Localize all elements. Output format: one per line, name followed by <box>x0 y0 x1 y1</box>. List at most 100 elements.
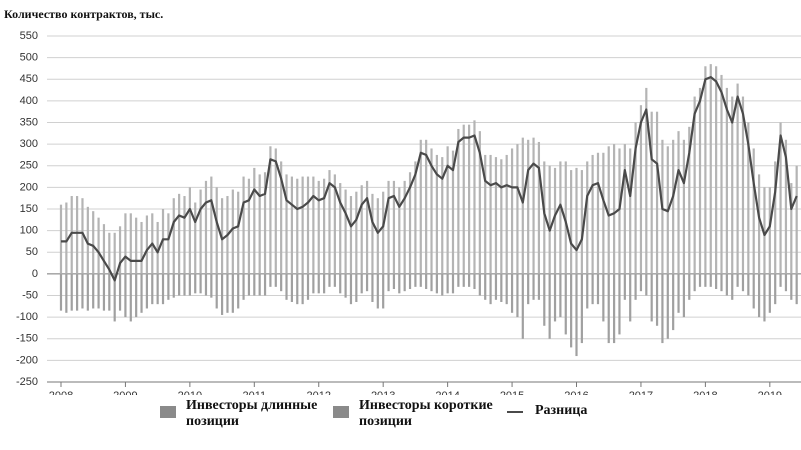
bar <box>344 273 347 298</box>
bar <box>580 273 583 344</box>
bar <box>494 273 498 300</box>
bar <box>108 273 111 311</box>
bar <box>312 273 315 294</box>
bar <box>70 273 73 311</box>
x-tick-label: 2013 <box>371 390 395 395</box>
bar <box>768 187 771 274</box>
bar <box>672 273 675 331</box>
bar <box>682 139 686 274</box>
bar <box>65 273 68 313</box>
bar <box>210 273 213 298</box>
bar <box>156 221 159 274</box>
bar <box>231 273 234 313</box>
bar <box>194 202 197 274</box>
bar <box>586 161 589 274</box>
bar <box>607 146 610 274</box>
bar <box>237 273 240 309</box>
bar <box>280 161 283 274</box>
bar <box>296 273 299 305</box>
bar <box>527 139 530 274</box>
bar <box>709 273 712 287</box>
y-tick-label: 150 <box>20 203 38 215</box>
bar <box>580 170 583 274</box>
bar <box>280 273 283 292</box>
bar <box>102 224 106 274</box>
y-tick-label: 350 <box>20 116 38 128</box>
bar <box>645 273 648 296</box>
bar <box>741 273 745 292</box>
bar <box>553 273 557 322</box>
bar <box>392 180 396 274</box>
bar <box>118 226 122 274</box>
bar <box>242 273 245 300</box>
bar <box>602 273 605 322</box>
legend-swatch <box>160 406 176 418</box>
bar <box>650 111 653 274</box>
y-tick-label: 250 <box>20 160 38 172</box>
bar <box>462 273 465 287</box>
bar <box>430 273 433 292</box>
bar <box>387 273 390 292</box>
bar <box>473 120 476 274</box>
y-tick-label: -150 <box>16 333 38 345</box>
bar <box>752 148 755 274</box>
bar <box>693 96 696 274</box>
bar <box>500 159 503 274</box>
bar <box>258 174 261 274</box>
bar <box>371 273 374 302</box>
bar <box>527 273 530 305</box>
bar <box>317 273 320 294</box>
bar <box>414 161 417 274</box>
x-tick-label: 2016 <box>564 390 588 395</box>
x-tick-label: 2017 <box>629 390 653 395</box>
bar <box>677 131 680 274</box>
bar <box>382 273 385 309</box>
bar <box>188 187 191 274</box>
y-tick-label: 500 <box>20 52 38 64</box>
bar <box>698 273 702 287</box>
bar <box>596 152 600 274</box>
x-tick-label: 2015 <box>500 390 524 395</box>
bar <box>290 273 293 302</box>
bar <box>505 273 508 305</box>
bar <box>430 148 433 274</box>
bar <box>741 96 745 274</box>
x-tick-label: 2008 <box>49 390 73 395</box>
y-tick-label: 100 <box>20 225 38 237</box>
bar <box>629 148 632 274</box>
bar <box>151 273 154 305</box>
bar <box>145 215 149 274</box>
bar <box>731 96 734 274</box>
bar <box>763 187 766 274</box>
bar <box>398 187 401 274</box>
bar <box>623 144 626 274</box>
bar <box>188 273 191 296</box>
bar <box>725 87 728 274</box>
bar <box>768 273 771 313</box>
bar <box>747 122 750 274</box>
bar <box>344 189 347 274</box>
y-tick-label: -250 <box>16 376 38 388</box>
bar <box>263 172 267 274</box>
bar <box>478 131 481 274</box>
bar <box>596 273 600 305</box>
bar <box>591 154 594 274</box>
bar <box>140 273 143 313</box>
bar <box>301 176 304 274</box>
bar <box>59 204 63 274</box>
bar <box>784 139 788 274</box>
bar <box>639 105 643 274</box>
bar <box>639 273 643 292</box>
bar <box>371 193 374 274</box>
bar <box>317 180 320 274</box>
bar <box>677 273 680 313</box>
bar <box>140 221 143 274</box>
bar <box>451 150 455 274</box>
x-tick-label: 2014 <box>435 390 459 395</box>
bar <box>199 273 202 294</box>
bar <box>532 273 535 300</box>
bar <box>247 273 251 296</box>
bar <box>446 273 449 294</box>
bar <box>757 273 761 318</box>
